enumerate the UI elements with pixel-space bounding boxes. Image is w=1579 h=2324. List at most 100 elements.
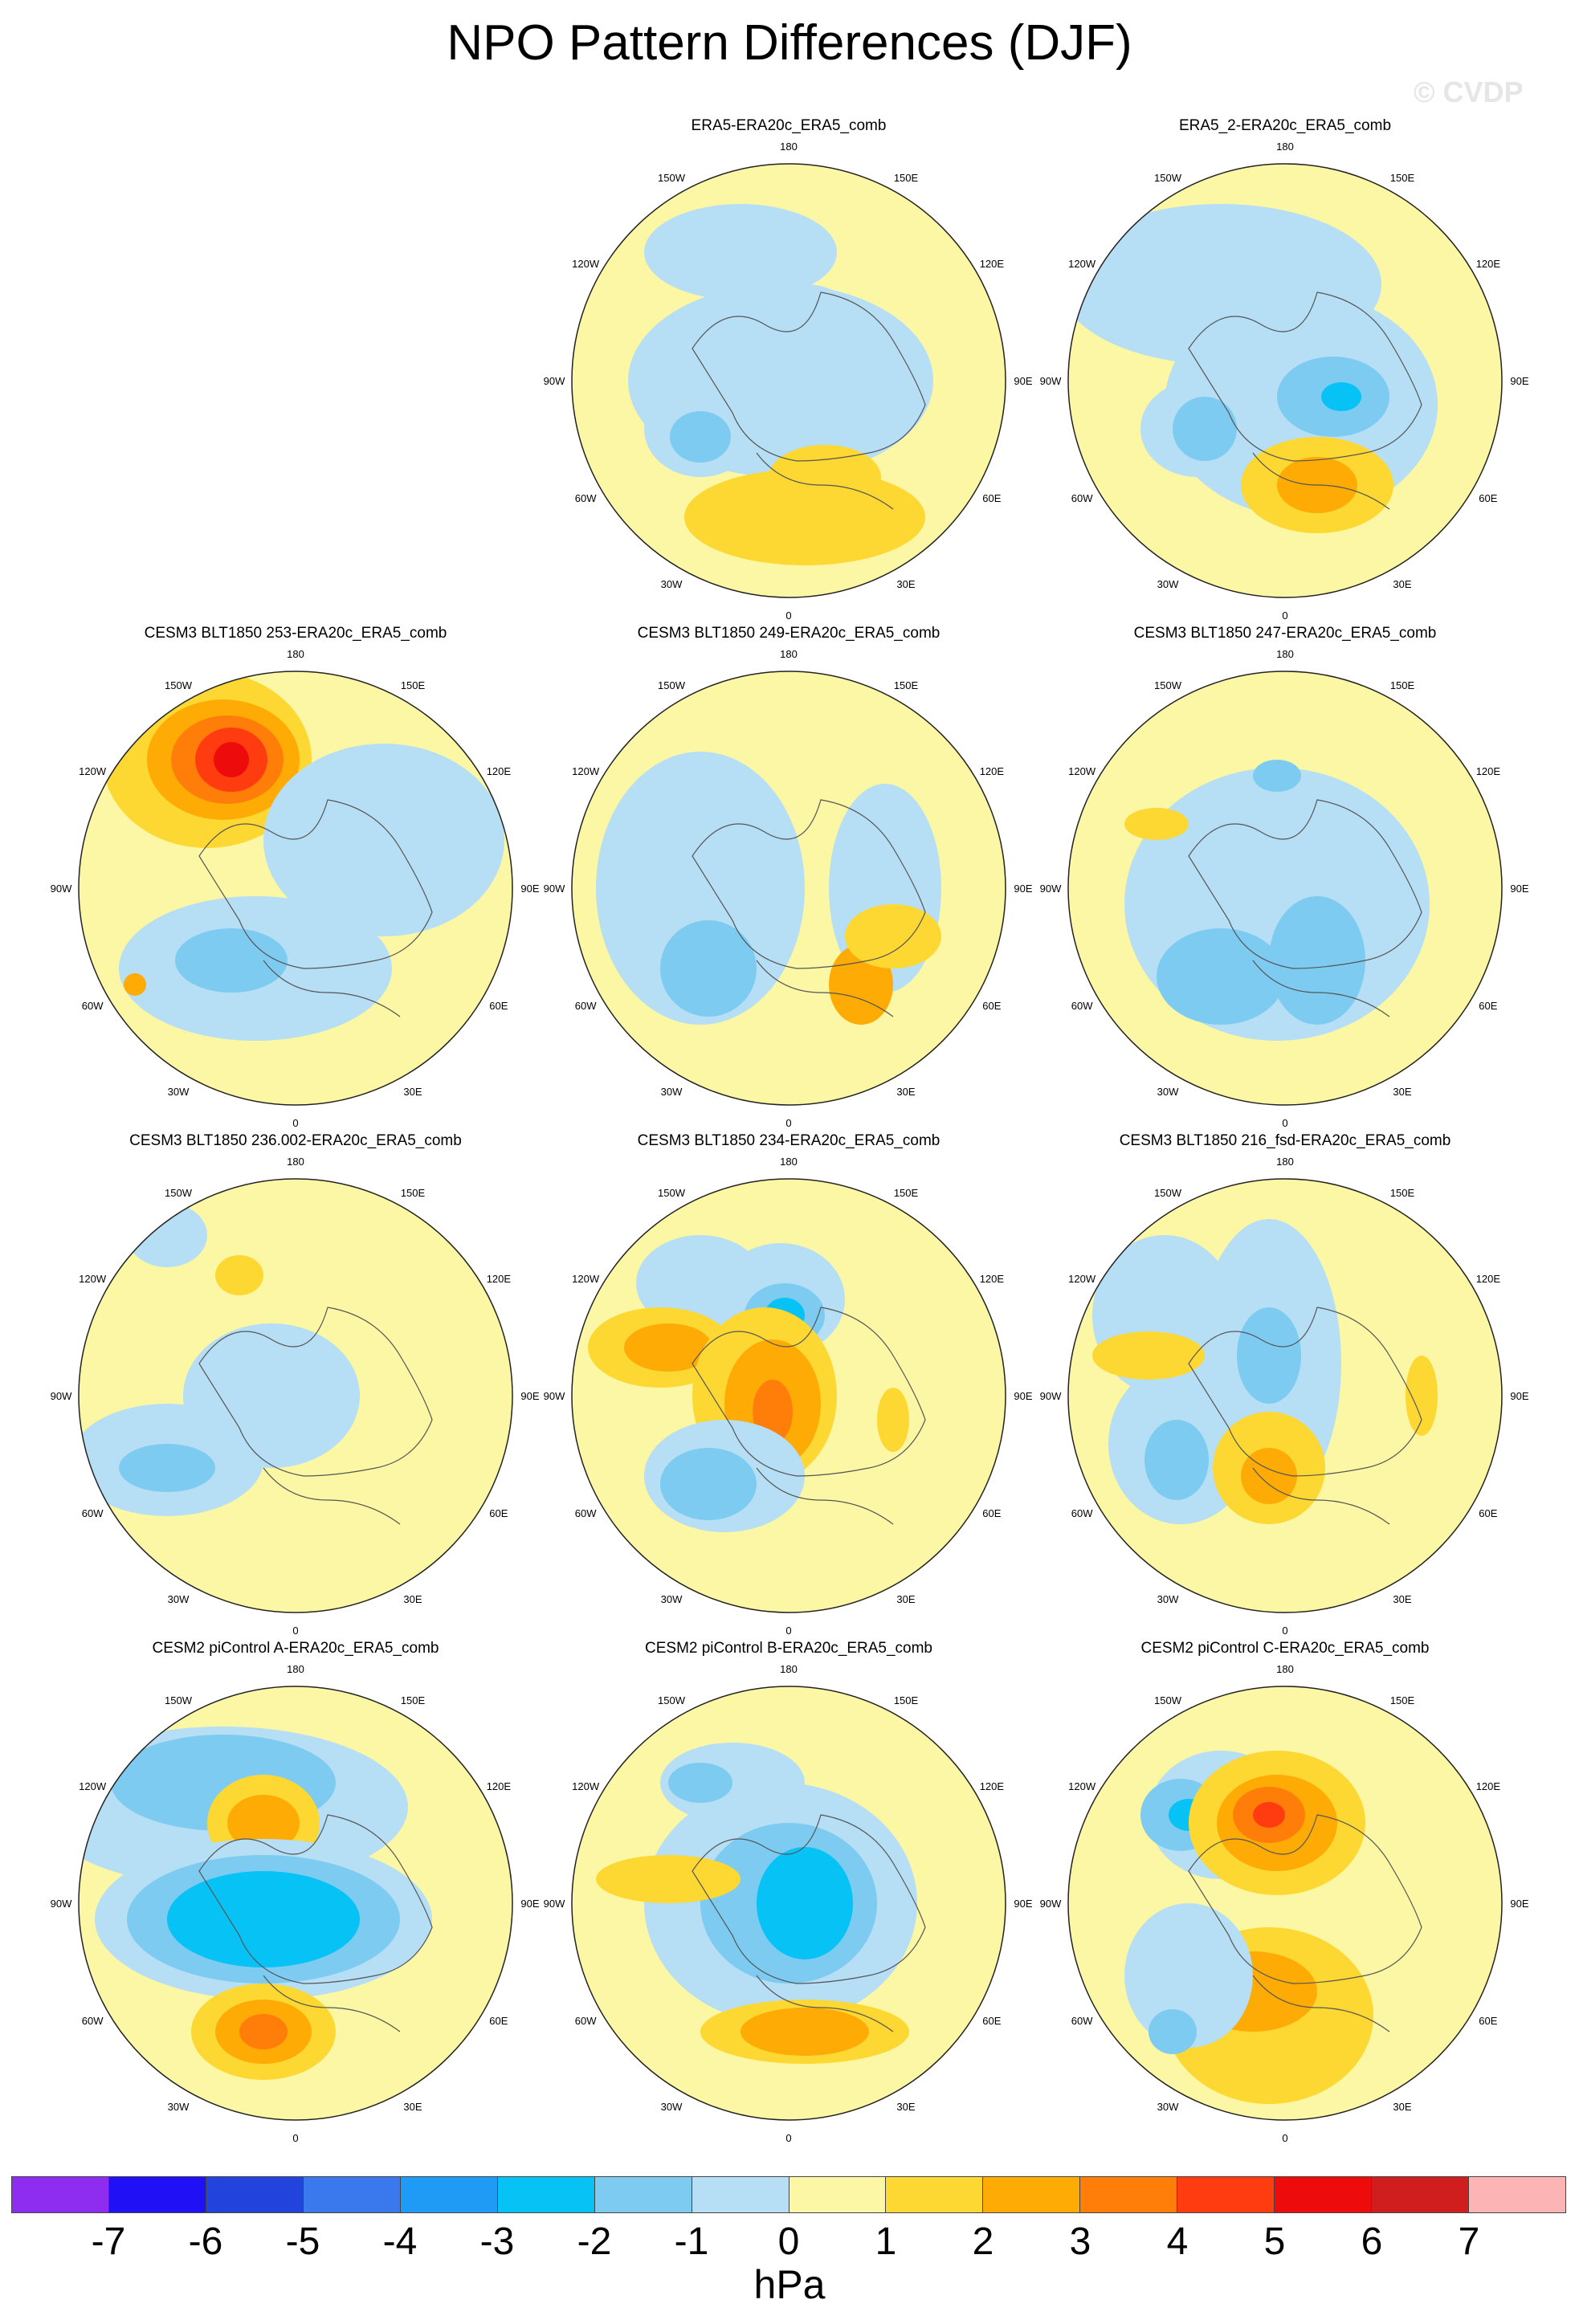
longitude-label: 60E bbox=[1479, 492, 1497, 504]
longitude-label: 90E bbox=[1510, 375, 1528, 387]
colorbar-swatch bbox=[303, 2177, 401, 2212]
longitude-label: 180 bbox=[780, 1663, 798, 1675]
map-panel-cesm3-216: CESM3 BLT1850 216_fsd-ERA20c_ERA5_comb 1… bbox=[1036, 1132, 1534, 1646]
longitude-label: 120E bbox=[1476, 258, 1501, 270]
longitude-label: 90W bbox=[51, 883, 72, 895]
contour-region bbox=[741, 2008, 869, 2056]
longitude-label: 90E bbox=[520, 883, 539, 895]
colorbar-tick-label: -6 bbox=[188, 2220, 223, 2263]
contour-field bbox=[1068, 1686, 1502, 2120]
panel-title: CESM3 BLT1850 236.002-ERA20c_ERA5_comb bbox=[129, 1132, 462, 1149]
map-boundary bbox=[571, 1686, 1006, 2121]
longitude-label: 0 bbox=[292, 1117, 298, 1129]
contour-region bbox=[1406, 1356, 1438, 1436]
colorbar-swatch bbox=[497, 2177, 595, 2212]
contour-field bbox=[572, 1686, 1006, 2120]
map-boundary bbox=[1067, 163, 1503, 598]
longitude-label: 150W bbox=[1154, 679, 1182, 691]
contour-region bbox=[757, 284, 853, 349]
contour-region bbox=[596, 1855, 741, 1903]
colorbar-swatch bbox=[1080, 2177, 1178, 2212]
longitude-label: 150E bbox=[401, 1187, 426, 1199]
longitude-label: 30W bbox=[1157, 2101, 1179, 2113]
coastline bbox=[263, 1467, 401, 1525]
longitude-label: 0 bbox=[785, 1625, 791, 1637]
map-panel-cesm2-c: CESM2 piControl C-ERA20c_ERA5_comb 180 15… bbox=[1036, 1640, 1534, 2154]
map-boundary bbox=[1067, 671, 1503, 1106]
longitude-label: 150W bbox=[1154, 172, 1182, 184]
coastline bbox=[692, 799, 926, 969]
contour-region bbox=[227, 1795, 300, 1851]
contour-region bbox=[1173, 397, 1237, 461]
contour-region bbox=[660, 920, 757, 1017]
polar-map: 180 150E 120E 90E 60E 30E 0 30W 60W 90W 120W 150W bbox=[544, 648, 1033, 1129]
polar-map: 180 150E 120E 90E 60E 30E 0 30W 60W 90W 120W 150W bbox=[1040, 648, 1529, 1129]
contour-field bbox=[572, 671, 1006, 1105]
colorbar-swatch bbox=[1275, 2177, 1373, 2212]
colorbar-swatch bbox=[1177, 2177, 1275, 2212]
longitude-label: 60E bbox=[982, 1000, 1001, 1012]
colorbar-tick-label: -1 bbox=[674, 2220, 709, 2263]
colorbar-tick-label: -3 bbox=[479, 2220, 515, 2263]
longitude-label: 90E bbox=[1014, 375, 1032, 387]
contour-region bbox=[119, 1444, 215, 1492]
longitude-label: 150E bbox=[894, 1694, 919, 1706]
longitude-label: 60E bbox=[1479, 1000, 1497, 1012]
longitude-label: 150W bbox=[658, 1694, 686, 1706]
polar-map: 180 150E 120E 90E 60E 30E 0 30W 60W 90W 120W 150W bbox=[544, 1156, 1033, 1637]
longitude-label: 120W bbox=[1068, 765, 1096, 777]
contour-region bbox=[1144, 1420, 1209, 1500]
longitude-label: 30E bbox=[1393, 578, 1411, 590]
longitude-label: 150E bbox=[894, 679, 919, 691]
contour-region bbox=[239, 2014, 288, 2049]
panel-title: CESM3 BLT1850 249-ERA20c_ERA5_comb bbox=[637, 625, 940, 642]
map-panel-era5: ERA5-ERA20c_ERA5_comb 180 150E 120E 90E 60E 3… bbox=[540, 117, 1038, 631]
longitude-label: 90E bbox=[520, 1390, 539, 1402]
coastline bbox=[1188, 1307, 1422, 1477]
longitude-label: 60W bbox=[575, 1507, 597, 1519]
panel-title: CESM2 piControl C-ERA20c_ERA5_comb bbox=[1140, 1640, 1430, 1657]
contour-region bbox=[757, 1847, 853, 1959]
coastline bbox=[1252, 452, 1390, 510]
contour-region bbox=[124, 973, 146, 996]
longitude-label: 120E bbox=[487, 1273, 512, 1285]
map-panel-cesm2-a: CESM2 piControl A-ERA20c_ERA5_comb 180 15… bbox=[47, 1640, 545, 2154]
colorbar-tick-label: 7 bbox=[1458, 2220, 1480, 2263]
longitude-label: 180 bbox=[287, 1156, 304, 1168]
contour-region bbox=[1237, 1307, 1301, 1404]
longitude-label: 60W bbox=[82, 1000, 104, 1012]
longitude-label: 180 bbox=[780, 648, 798, 660]
longitude-label: 120E bbox=[980, 258, 1005, 270]
longitude-label: 150W bbox=[658, 679, 686, 691]
map-panel-cesm3-236: CESM3 BLT1850 236.002-ERA20c_ERA5_comb 1… bbox=[47, 1132, 545, 1646]
longitude-label: 30W bbox=[661, 1593, 683, 1605]
colorbar-swatch bbox=[789, 2177, 887, 2212]
map-boundary bbox=[78, 671, 513, 1106]
contour-region bbox=[660, 1448, 757, 1520]
panel-title: ERA5-ERA20c_ERA5_comb bbox=[691, 117, 887, 134]
longitude-label: 60E bbox=[1479, 2015, 1497, 2027]
colorbar-swatch bbox=[1372, 2177, 1470, 2212]
polar-map: 180 150E 120E 90E 60E 30E 0 30W 60W 90W 120W 150W bbox=[544, 1663, 1033, 2144]
longitude-label: 0 bbox=[785, 610, 791, 622]
longitude-label: 90E bbox=[520, 1898, 539, 1910]
longitude-label: 0 bbox=[1282, 610, 1287, 622]
colorbar-swatch bbox=[108, 2177, 206, 2212]
contour-field bbox=[572, 164, 1006, 597]
longitude-label: 120W bbox=[572, 1273, 600, 1285]
map-boundary bbox=[571, 163, 1006, 598]
longitude-label: 90W bbox=[1040, 1898, 1062, 1910]
colorbar-unit-label: hPa bbox=[753, 2262, 826, 2307]
longitude-label: 30W bbox=[168, 1593, 190, 1605]
panel-title: CESM3 BLT1850 253-ERA20c_ERA5_comb bbox=[144, 625, 447, 642]
figure-title: NPO Pattern Differences (DJF) bbox=[447, 15, 1132, 71]
map-boundary bbox=[78, 1686, 513, 2121]
longitude-label: 150W bbox=[1154, 1187, 1182, 1199]
colorbar-tick-label: -5 bbox=[285, 2220, 320, 2263]
longitude-label: 30E bbox=[403, 1086, 422, 1098]
longitude-label: 0 bbox=[292, 2132, 298, 2144]
longitude-label: 30E bbox=[1393, 1593, 1411, 1605]
longitude-label: 90W bbox=[544, 1390, 565, 1402]
longitude-label: 150W bbox=[165, 679, 193, 691]
contour-region bbox=[845, 904, 941, 968]
